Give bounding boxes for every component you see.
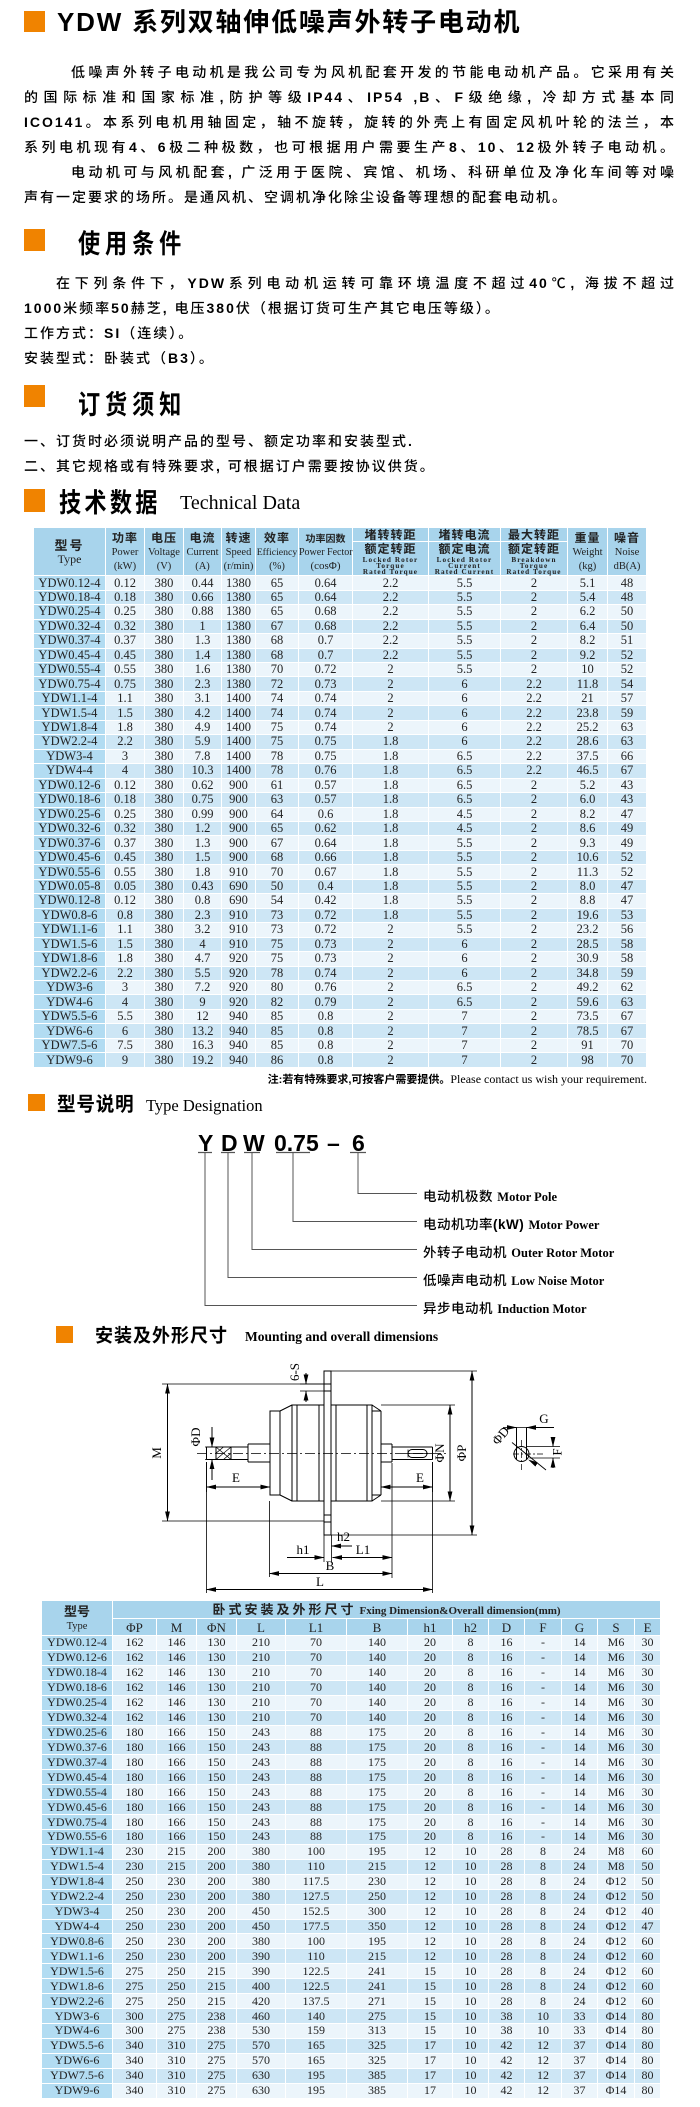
- svg-text:ΦN: ΦN: [432, 1443, 447, 1463]
- svg-text:E: E: [232, 1470, 240, 1485]
- svg-text:h2: h2: [337, 1529, 350, 1544]
- svg-text:ΦD: ΦD: [188, 1428, 203, 1447]
- svg-text:ΦP: ΦP: [454, 1445, 469, 1462]
- svg-text:F: F: [550, 1448, 565, 1455]
- svg-text:h1: h1: [297, 1542, 310, 1557]
- svg-text:6-S: 6-S: [287, 1363, 302, 1381]
- svg-text:L1: L1: [356, 1542, 370, 1557]
- svg-text:G: G: [539, 1411, 548, 1426]
- svg-text:E: E: [416, 1470, 424, 1485]
- svg-text:L: L: [316, 1574, 324, 1589]
- svg-text:M: M: [149, 1447, 164, 1459]
- svg-text:B: B: [326, 1558, 335, 1573]
